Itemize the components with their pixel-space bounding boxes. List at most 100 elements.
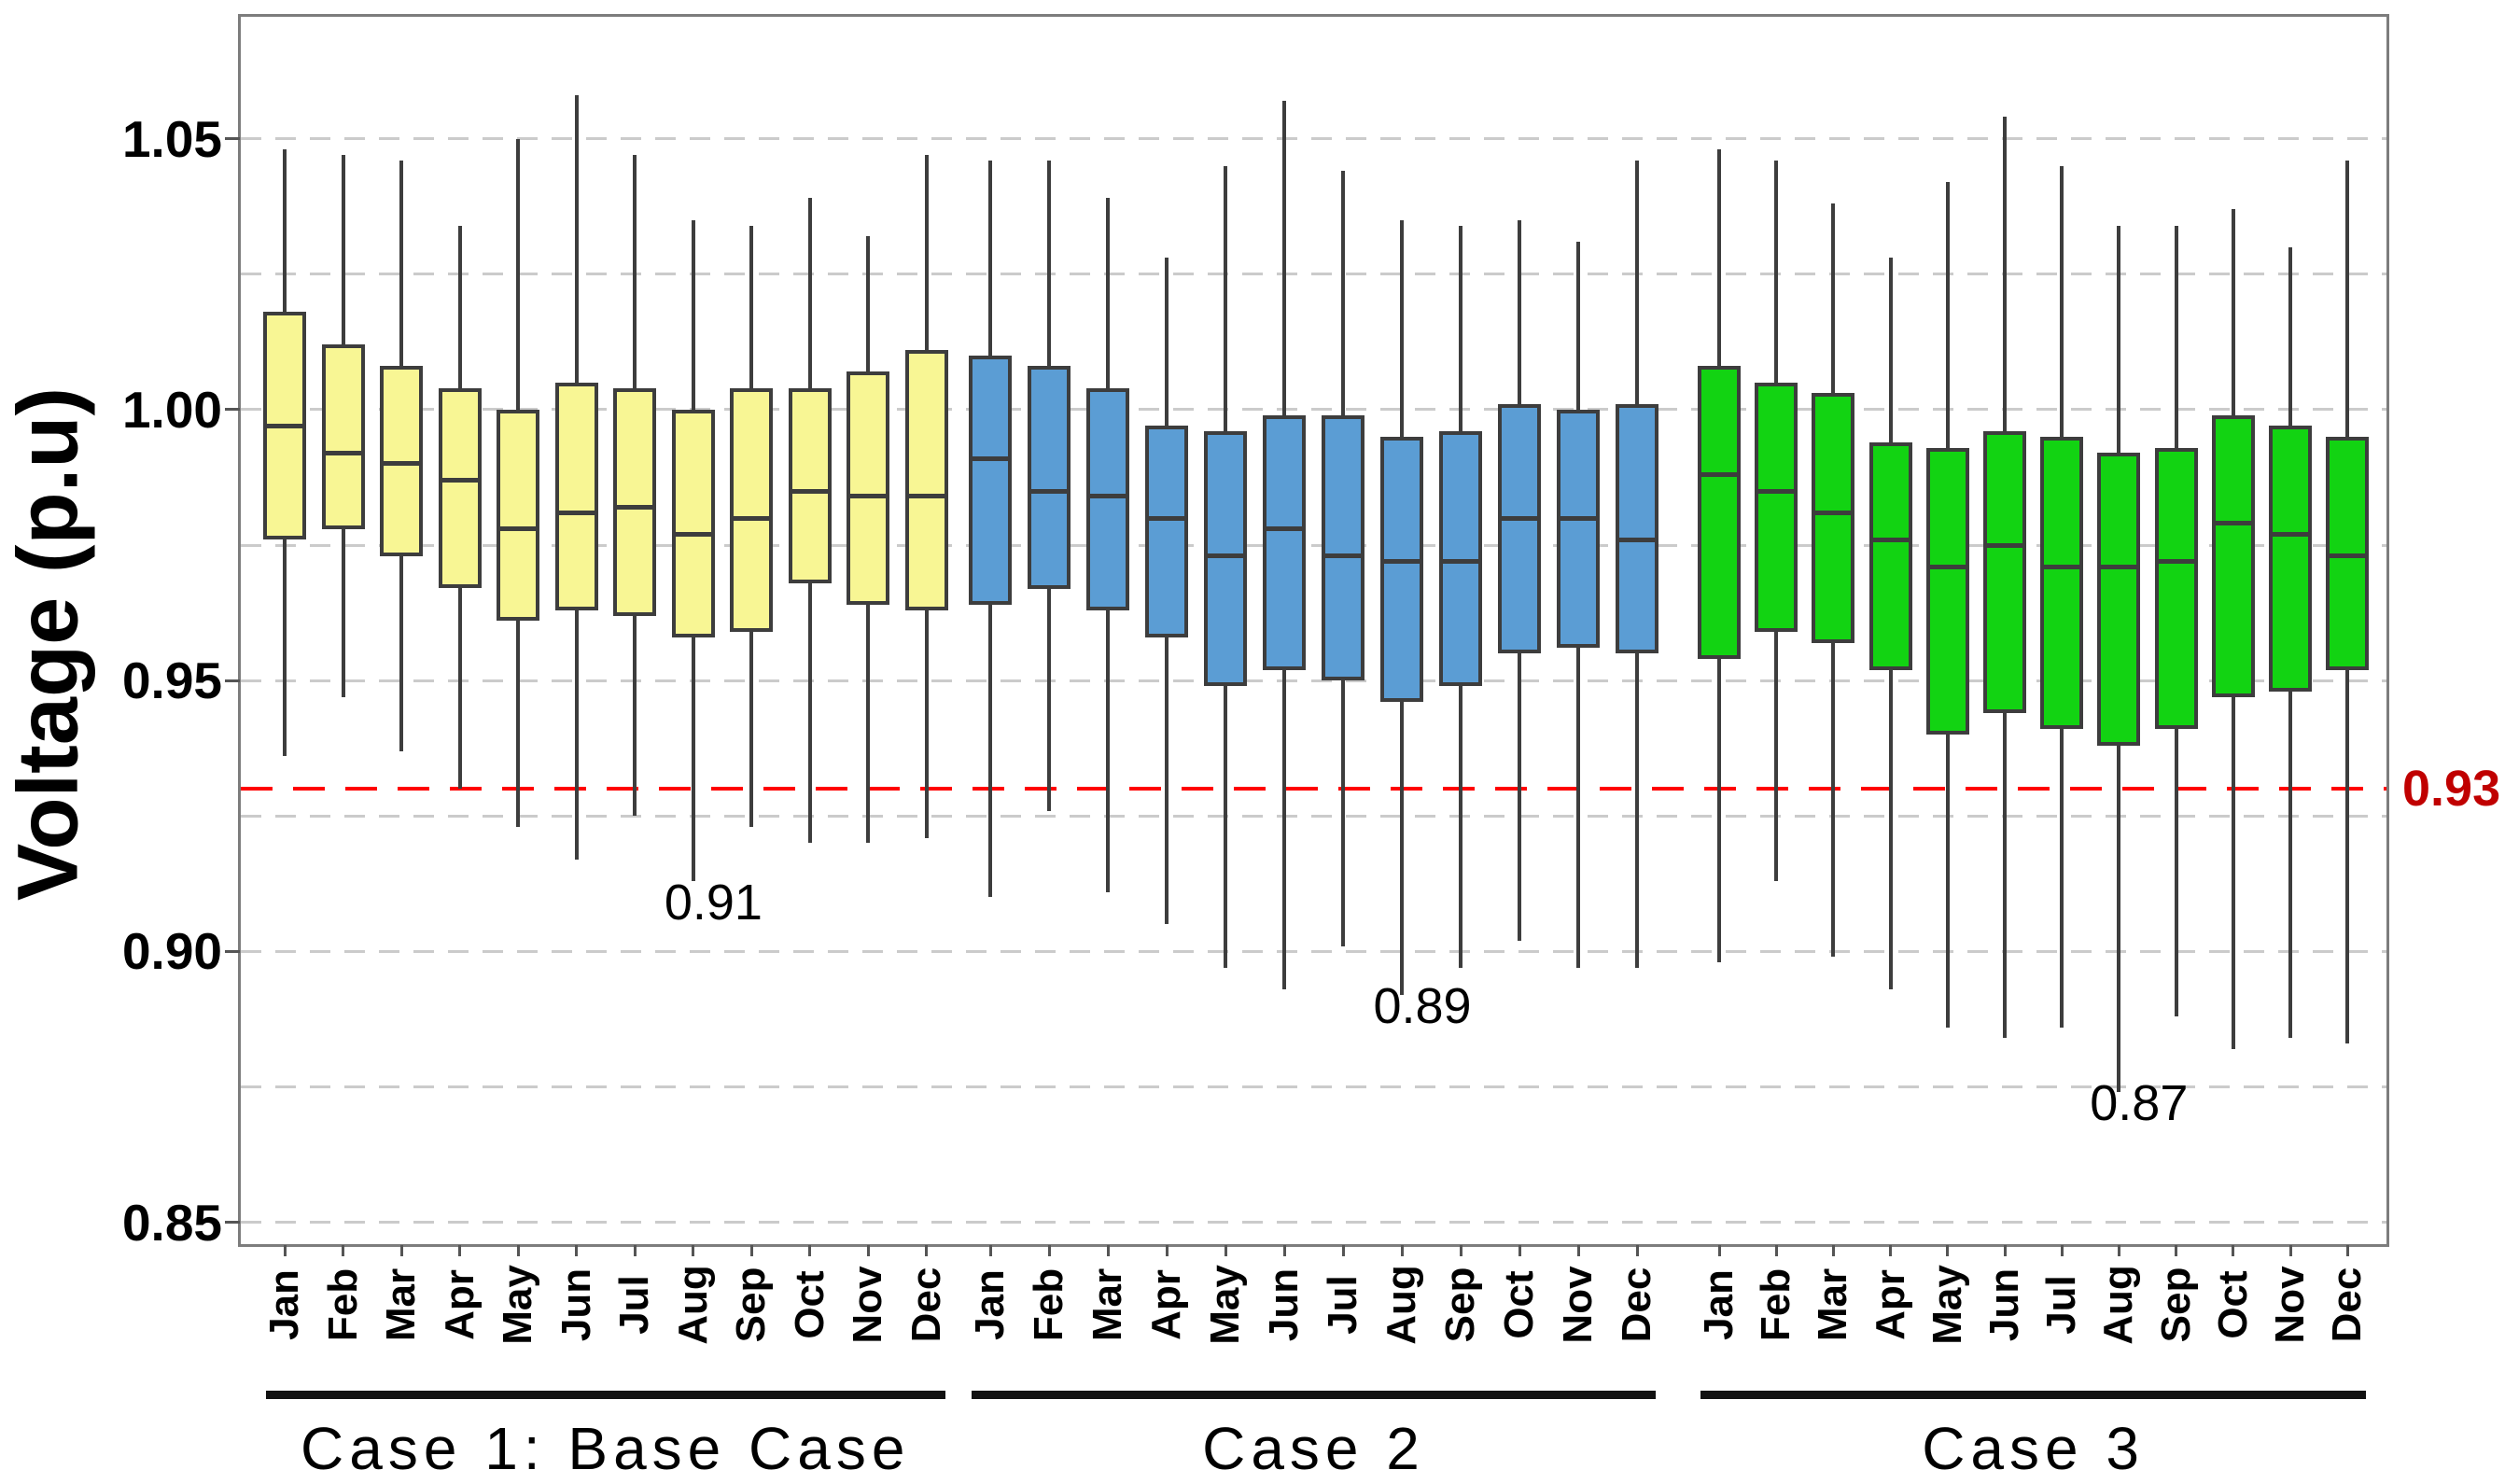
month-label-apr: Apr [1143,1269,1189,1340]
box-case-2-dec [1616,404,1658,654]
month-label-apr: Apr [1867,1269,1913,1340]
median-line [558,510,595,515]
box-case-1-base-case-nov [847,371,889,605]
box-case-3-aug [2097,453,2141,746]
box-case-1-base-case-dec [904,350,948,610]
box-case-3-nov [2269,426,2312,692]
box-case-2-may [1204,431,1247,686]
month-label-mar: Mar [1085,1267,1130,1342]
x-tick [866,1245,870,1256]
box-case-3-apr [1868,441,1912,670]
x-tick [1282,1245,1286,1256]
y-axis-label: Voltage (p.u) [0,386,96,902]
annotation-0-87: 0.87 [2090,1075,2189,1132]
box-case-2-nov [1557,409,1600,649]
month-label-jan: Jan [261,1269,307,1340]
month-label-nov: Nov [1555,1266,1601,1344]
gridline-1 [241,408,2386,412]
y-tick-label: 0.90 [121,922,222,981]
x-tick [516,1245,520,1256]
month-label-may: May [495,1265,540,1345]
median-line [1619,537,1655,542]
median-line [2044,564,2080,569]
median-line [325,450,361,455]
box-case-1-base-case-jul [613,387,656,616]
x-tick [2117,1245,2120,1256]
threshold-value-label: 0.93 [2402,761,2501,818]
y-tick-label: 1.05 [121,109,222,168]
median-line [1701,472,1737,478]
month-label-mar: Mar [1810,1267,1856,1342]
median-line [1325,553,1361,559]
median-line [1987,542,2022,548]
month-label-jun: Jun [1981,1267,2027,1342]
median-line [1149,515,1184,521]
box-case-3-feb [1755,382,1798,632]
box-case-3-jun [1983,431,2026,714]
case-label-3: Case 3 [1922,1415,2145,1482]
month-label-feb: Feb [1753,1267,1799,1342]
x-tick [1576,1245,1580,1256]
box-case-3-sep [2154,447,2198,730]
x-tick [575,1245,578,1256]
month-label-aug: Aug [1378,1265,1424,1345]
y-tick [225,137,240,141]
month-label-dec: Dec [903,1267,949,1343]
threshold-line [241,787,2386,791]
gridline-1.05 [241,137,2386,141]
x-tick [1165,1245,1169,1256]
annotation-0-89: 0.89 [1373,977,1472,1034]
x-tick [1400,1245,1404,1256]
month-label-aug: Aug [2095,1265,2142,1345]
median-line [500,526,536,532]
month-label-oct: Oct [1496,1270,1542,1339]
box-case-1-base-case-feb [321,344,365,529]
month-label-jul: Jul [1320,1275,1365,1335]
x-tick [1831,1245,1835,1256]
x-tick [283,1245,287,1256]
month-label-sep: Sep [1437,1267,1483,1343]
plot-area [238,14,2389,1247]
x-tick [692,1245,694,1256]
median-line [1090,494,1126,499]
box-case-3-oct [2211,414,2255,697]
box-case-3-may [1925,447,1969,735]
median-line [267,423,302,428]
x-tick [1946,1245,1950,1256]
gridline-0.85 [241,1221,2386,1225]
y-tick [225,408,240,412]
case-label-1: Case 1: Base Case [301,1415,911,1482]
box-case-2-jul [1322,414,1364,681]
gridline-0.95 [241,679,2386,682]
month-label-oct: Oct [2209,1270,2256,1339]
median-line [791,488,828,494]
x-tick [2345,1245,2349,1256]
median-line [675,531,711,537]
box-case-3-dec [2326,436,2370,670]
x-tick [1224,1245,1227,1256]
median-line [2101,564,2137,569]
y-tick-label: 1.00 [121,380,222,439]
x-tick [342,1245,344,1256]
x-tick [399,1245,403,1256]
median-line [2215,521,2251,526]
case-label-2: Case 2 [1202,1415,1425,1482]
median-line [1560,515,1596,521]
y-tick-label: 0.95 [121,651,222,710]
x-tick [1635,1245,1639,1256]
box-case-1-base-case-mar [380,366,423,556]
box-case-3-mar [1812,393,1855,643]
median-line [2273,531,2308,537]
month-label-sep: Sep [2152,1267,2199,1343]
box-case-1-base-case-oct [788,387,832,583]
x-tick [633,1245,637,1256]
gridline-0.9 [241,949,2386,953]
x-tick [2003,1245,2007,1256]
x-tick [925,1245,928,1256]
box-case-2-feb [1028,366,1071,589]
box-case-1-base-case-may [497,409,539,622]
median-line [2158,558,2194,564]
box-case-1-base-case-sep [730,387,773,632]
median-line [908,494,945,499]
